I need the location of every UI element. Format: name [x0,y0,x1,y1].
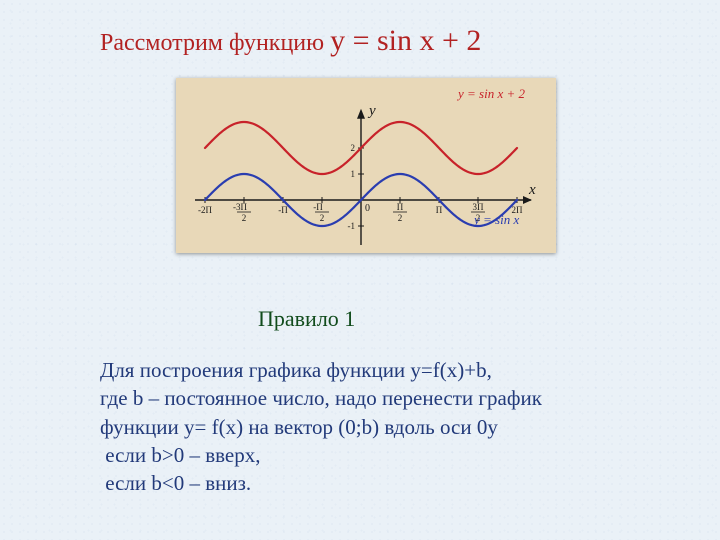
body-line: если b>0 – вверх, [100,443,261,467]
svg-text:3П: 3П [473,202,485,212]
svg-text:2: 2 [320,213,325,223]
svg-text:-3П: -3П [233,202,247,212]
chart-svg: yx0-2П-3П2-П-П2П2П3П22П-112y = sin xy = … [176,78,556,253]
svg-text:y: y [367,103,376,119]
svg-text:П: П [436,205,443,215]
body-line: Для построения графика функции y=f(x)+b, [100,358,492,382]
body-line: где b – постоянное число, надо перенести… [100,386,542,410]
svg-text:0: 0 [365,203,370,214]
function-chart: yx0-2П-3П2-П-П2П2П3П22П-112y = sin xy = … [176,78,556,253]
svg-text:-1: -1 [348,221,356,231]
svg-text:2: 2 [242,213,247,223]
body-line: если b<0 – вниз. [100,471,251,495]
page-title: Рассмотрим функцию y = sin x + 2 [100,24,481,58]
body-text: Для построения графика функции y=f(x)+b,… [100,356,542,498]
svg-text:x: x [528,182,536,198]
title-equation: y = sin x + 2 [330,24,481,57]
svg-text:П: П [397,202,404,212]
svg-text:-2П: -2П [198,205,212,215]
svg-text:2: 2 [351,143,356,153]
svg-text:-П: -П [313,202,323,212]
svg-text:2: 2 [398,213,403,223]
svg-text:y = sin x: y = sin x [472,212,519,227]
title-prefix: Рассмотрим функцию [100,30,330,56]
svg-text:1: 1 [351,169,356,179]
svg-text:-П: -П [278,205,288,215]
body-line: функции y= f(x) на вектор (0;b) вдоль ос… [100,415,498,439]
rule-heading: Правило 1 [258,306,355,332]
svg-text:y = sin x + 2: y = sin x + 2 [456,86,526,101]
